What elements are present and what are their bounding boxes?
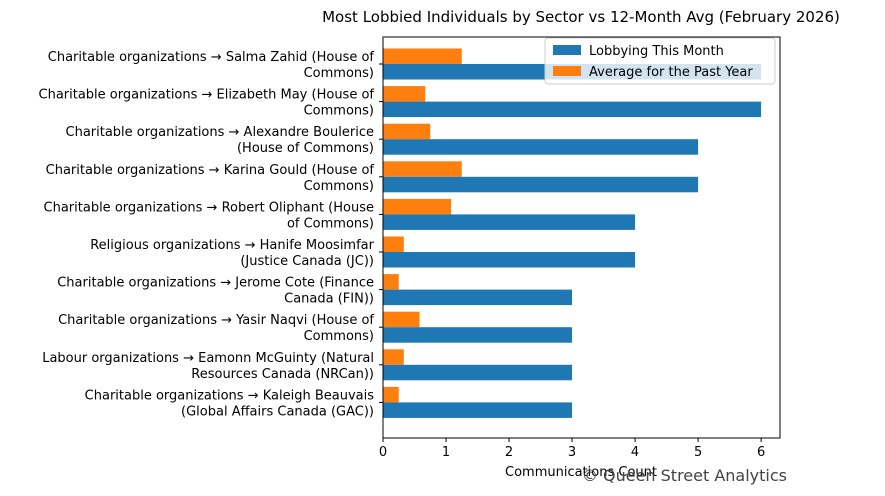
x-axis-label: Communications Count [505,465,657,480]
category-label-1-1: Commons) [304,104,374,119]
category-label-6-0: Charitable organizations → Jerome Cote (… [57,276,374,291]
category-label-2-0: Charitable organizations → Alexandre Bou… [66,125,375,140]
bar-average-0 [383,48,462,64]
bar-this-month-7 [383,327,573,343]
category-label-6-1: Canada (FIN)) [284,292,374,307]
category-label-0-1: Commons) [304,66,374,81]
bar-this-month-8 [383,364,573,381]
category-label-9-1: (Global Affairs Canada (GAC)) [181,404,374,419]
legend-swatch-1 [553,66,581,76]
x-tick-label-2: 2 [505,445,513,460]
category-label-0-0: Charitable organizations → Salma Zahid (… [48,50,375,65]
x-tick-label-0: 0 [379,445,387,460]
legend: Lobbying This Month Average for the Past … [544,37,776,85]
category-label-4-1: of Commons) [287,216,374,231]
bar-average-6 [383,274,399,290]
legend-swatch-0 [553,45,581,55]
bar-average-7 [383,311,420,328]
bar-this-month-5 [383,252,636,268]
bar-this-month-9 [383,402,573,418]
bar-this-month-6 [383,289,573,306]
x-tick-label-1: 1 [442,445,450,460]
category-label-3-1: Commons) [304,179,374,194]
category-label-5-0: Religious organizations → Hanife Moosimf… [90,238,374,253]
legend-label-1: Average for the Past Year [589,65,753,80]
bar-average-5 [383,236,404,252]
category-label-4-0: Charitable organizations → Robert Olipha… [44,200,374,215]
bar-this-month-1 [383,101,762,118]
category-label-7-1: Commons) [304,329,374,344]
category-label-8-1: Resources Canada (NRCan)) [191,367,374,382]
category-labels: Charitable organizations → Salma Zahid (… [39,50,383,419]
category-label-7-0: Charitable organizations → Yasir Naqvi (… [58,313,374,328]
bar-this-month-4 [383,214,636,230]
bar-average-2 [383,123,431,140]
category-label-3-0: Charitable organizations → Karina Gould … [46,163,375,178]
bar-average-1 [383,86,426,102]
x-tick-label-3: 3 [568,445,576,460]
plot-frame [382,36,781,439]
bar-average-9 [383,386,399,403]
x-tick-label-6: 6 [757,445,765,460]
watermark: © Queen Street Analytics [582,466,787,485]
bar-average-4 [383,198,452,215]
bar-average-8 [383,349,404,365]
x-tick-label-5: 5 [694,445,702,460]
category-label-8-0: Labour organizations → Eamonn McGuinty (… [42,351,374,366]
category-label-9-0: Charitable organizations → Kaleigh Beauv… [85,388,375,403]
chart-title: Most Lobbied Individuals by Sector vs 12… [322,8,840,26]
category-label-1-0: Charitable organizations → Elizabeth May… [39,88,375,103]
x-tick-label-4: 4 [631,445,639,460]
bar-average-3 [383,161,462,177]
bars-group [383,48,762,418]
x-ticks: 0 1 2 3 4 5 6 [379,438,765,460]
legend-label-0: Lobbying This Month [589,44,724,59]
category-label-5-1: (Justice Canada (JC)) [240,254,374,269]
bar-this-month-3 [383,176,699,193]
legend-box [544,37,776,85]
bar-this-month-2 [383,139,699,155]
category-label-2-1: (House of Commons) [237,141,374,156]
